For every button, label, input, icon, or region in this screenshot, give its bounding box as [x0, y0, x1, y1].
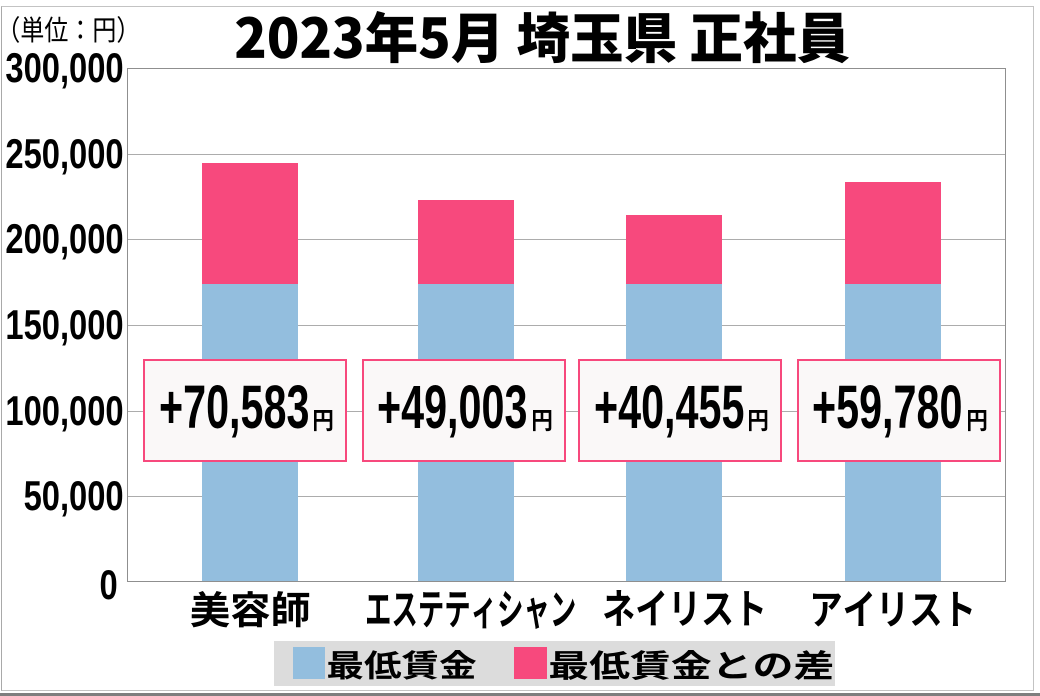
x-category-label	[191, 591, 310, 628]
callout-yen-suffix	[532, 410, 552, 432]
legend-swatch-difference	[514, 647, 547, 679]
value-callout: +40,455 円	[578, 359, 782, 462]
bar-segment-difference	[845, 181, 941, 285]
gridline	[127, 496, 1006, 498]
legend-label-difference	[549, 650, 832, 680]
bar-segment-difference	[202, 163, 298, 285]
gridline	[127, 410, 1006, 412]
unit-label	[13, 15, 124, 43]
legend-swatch-min-wage	[293, 647, 325, 679]
x-category-label	[812, 590, 972, 627]
gridline	[127, 153, 1006, 155]
gridline	[127, 325, 1006, 326]
callout-yen-suffix	[967, 410, 987, 432]
legend-label-min-wage	[327, 650, 476, 680]
callout-yen-suffix	[314, 410, 333, 432]
callout-amount: +40,455	[593, 373, 744, 442]
bottom-page-edge	[0, 693, 1040, 696]
x-category-label	[366, 591, 575, 630]
image-frame	[1, 6, 1034, 691]
callout-yen-suffix	[749, 410, 768, 432]
gridline	[127, 239, 1006, 241]
chart-title	[236, 11, 850, 64]
callout-amount: +49,003	[377, 373, 528, 442]
value-callout: +70,583 円	[143, 359, 347, 462]
bar-segment-difference	[418, 200, 514, 285]
value-callout: +49,003 円	[361, 359, 566, 462]
callout-amount: +59,780	[812, 373, 963, 442]
x-category-label	[604, 590, 764, 627]
value-callout: +59,780 円	[796, 359, 1001, 462]
callout-amount: +70,583	[158, 373, 309, 442]
bar-segment-difference	[626, 215, 722, 285]
